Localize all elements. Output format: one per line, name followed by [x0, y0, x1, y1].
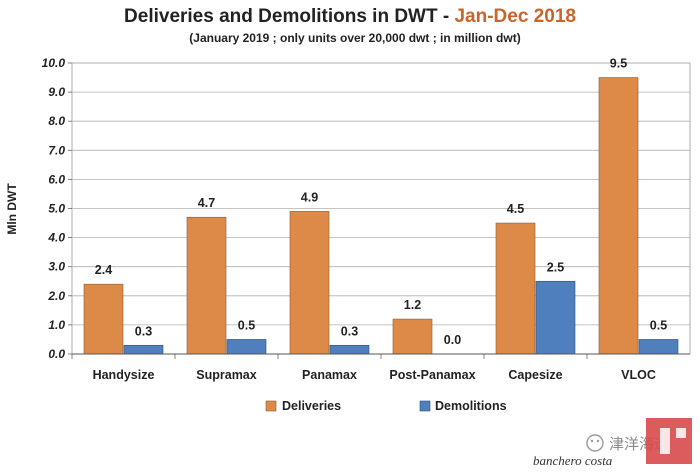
y-tick-label: 0.0 [48, 347, 65, 361]
bar-demolitions-supramax [226, 339, 267, 355]
y-tick-label: 7.0 [48, 143, 65, 157]
bar-deliveries-handysize [83, 283, 124, 355]
legend-label-demolitions: Demolitions [435, 399, 507, 413]
y-tick-label: 5.0 [48, 202, 65, 216]
y-tick-label: 2.0 [47, 289, 65, 303]
watermark: 津洋海运 banchero costa [533, 418, 692, 468]
y-tick-label: 1.0 [48, 318, 65, 332]
y-tick-label: 8.0 [48, 114, 65, 128]
x-tick-label-post-panamax: Post-Panamax [389, 368, 475, 382]
bar-demolitions-panamax [329, 344, 370, 355]
wechat-icon [586, 434, 604, 452]
chart-title-main: Deliveries and Demolitions in DWT - [124, 6, 454, 27]
plot-area: 0.0 1.0 2.0 3.0 4.0 5.0 6.0 7.0 8.0 9.0 10.0 Handys… [42, 56, 691, 382]
y-tick-label: 3.0 [48, 260, 65, 274]
y-tick-label: 9.0 [48, 85, 65, 99]
legend-swatch-deliveries [265, 400, 277, 412]
chart-title-highlight: Jan-Dec 2018 [454, 6, 575, 27]
data-label-demolitions-supramax: 0.5 [238, 318, 255, 332]
x-tick-label-panamax: Panamax [302, 368, 357, 382]
bc-logo [646, 418, 692, 464]
watermark-brand: banchero costa [533, 453, 613, 468]
bar-deliveries-panamax [289, 211, 330, 355]
bar-deliveries-supramax [186, 216, 227, 355]
data-label-deliveries-panamax: 4.9 [301, 190, 318, 204]
data-label-demolitions-panamax: 0.3 [341, 324, 358, 338]
bar-deliveries-post-panamax [392, 318, 433, 355]
y-tick-label: 10.0 [42, 56, 66, 70]
bar-demolitions-handysize [123, 344, 164, 355]
y-tick-label: 4.0 [47, 231, 65, 245]
data-label-demolitions-post-panamax: 0.0 [444, 333, 461, 347]
x-tick-label-vloc: VLOC [621, 368, 656, 382]
chart-subtitle: (January 2019 ; only units over 20,000 d… [189, 31, 520, 45]
x-tick-label-supramax: Supramax [196, 368, 256, 382]
chart-title: Deliveries and Demolitions in DWT - Jan-… [124, 6, 576, 27]
bar-demolitions-capesize [535, 280, 576, 355]
y-axis-label: Mln DWT [5, 183, 19, 235]
legend-label-deliveries: Deliveries [282, 399, 341, 413]
x-tick-label-capesize: Capesize [508, 368, 562, 382]
data-label-deliveries-vloc: 9.5 [610, 57, 627, 71]
x-tick-label-handysize: Handysize [93, 368, 155, 382]
data-label-deliveries-supramax: 4.7 [198, 196, 215, 210]
legend: Deliveries Demolitions [265, 399, 507, 413]
data-label-deliveries-capesize: 4.5 [507, 202, 524, 216]
data-label-deliveries-handysize: 2.4 [95, 263, 112, 277]
legend-swatch-demolitions [419, 400, 431, 412]
data-label-deliveries-post-panamax: 1.2 [404, 298, 421, 312]
bar-deliveries-capesize [495, 222, 536, 355]
y-tick-label: 6.0 [48, 172, 65, 186]
data-label-demolitions-capesize: 2.5 [547, 260, 564, 274]
bar-deliveries-vloc [598, 77, 639, 355]
data-label-demolitions-vloc: 0.5 [650, 318, 667, 332]
bar-demolitions-vloc [638, 339, 679, 355]
data-label-demolitions-handysize: 0.3 [135, 324, 152, 338]
